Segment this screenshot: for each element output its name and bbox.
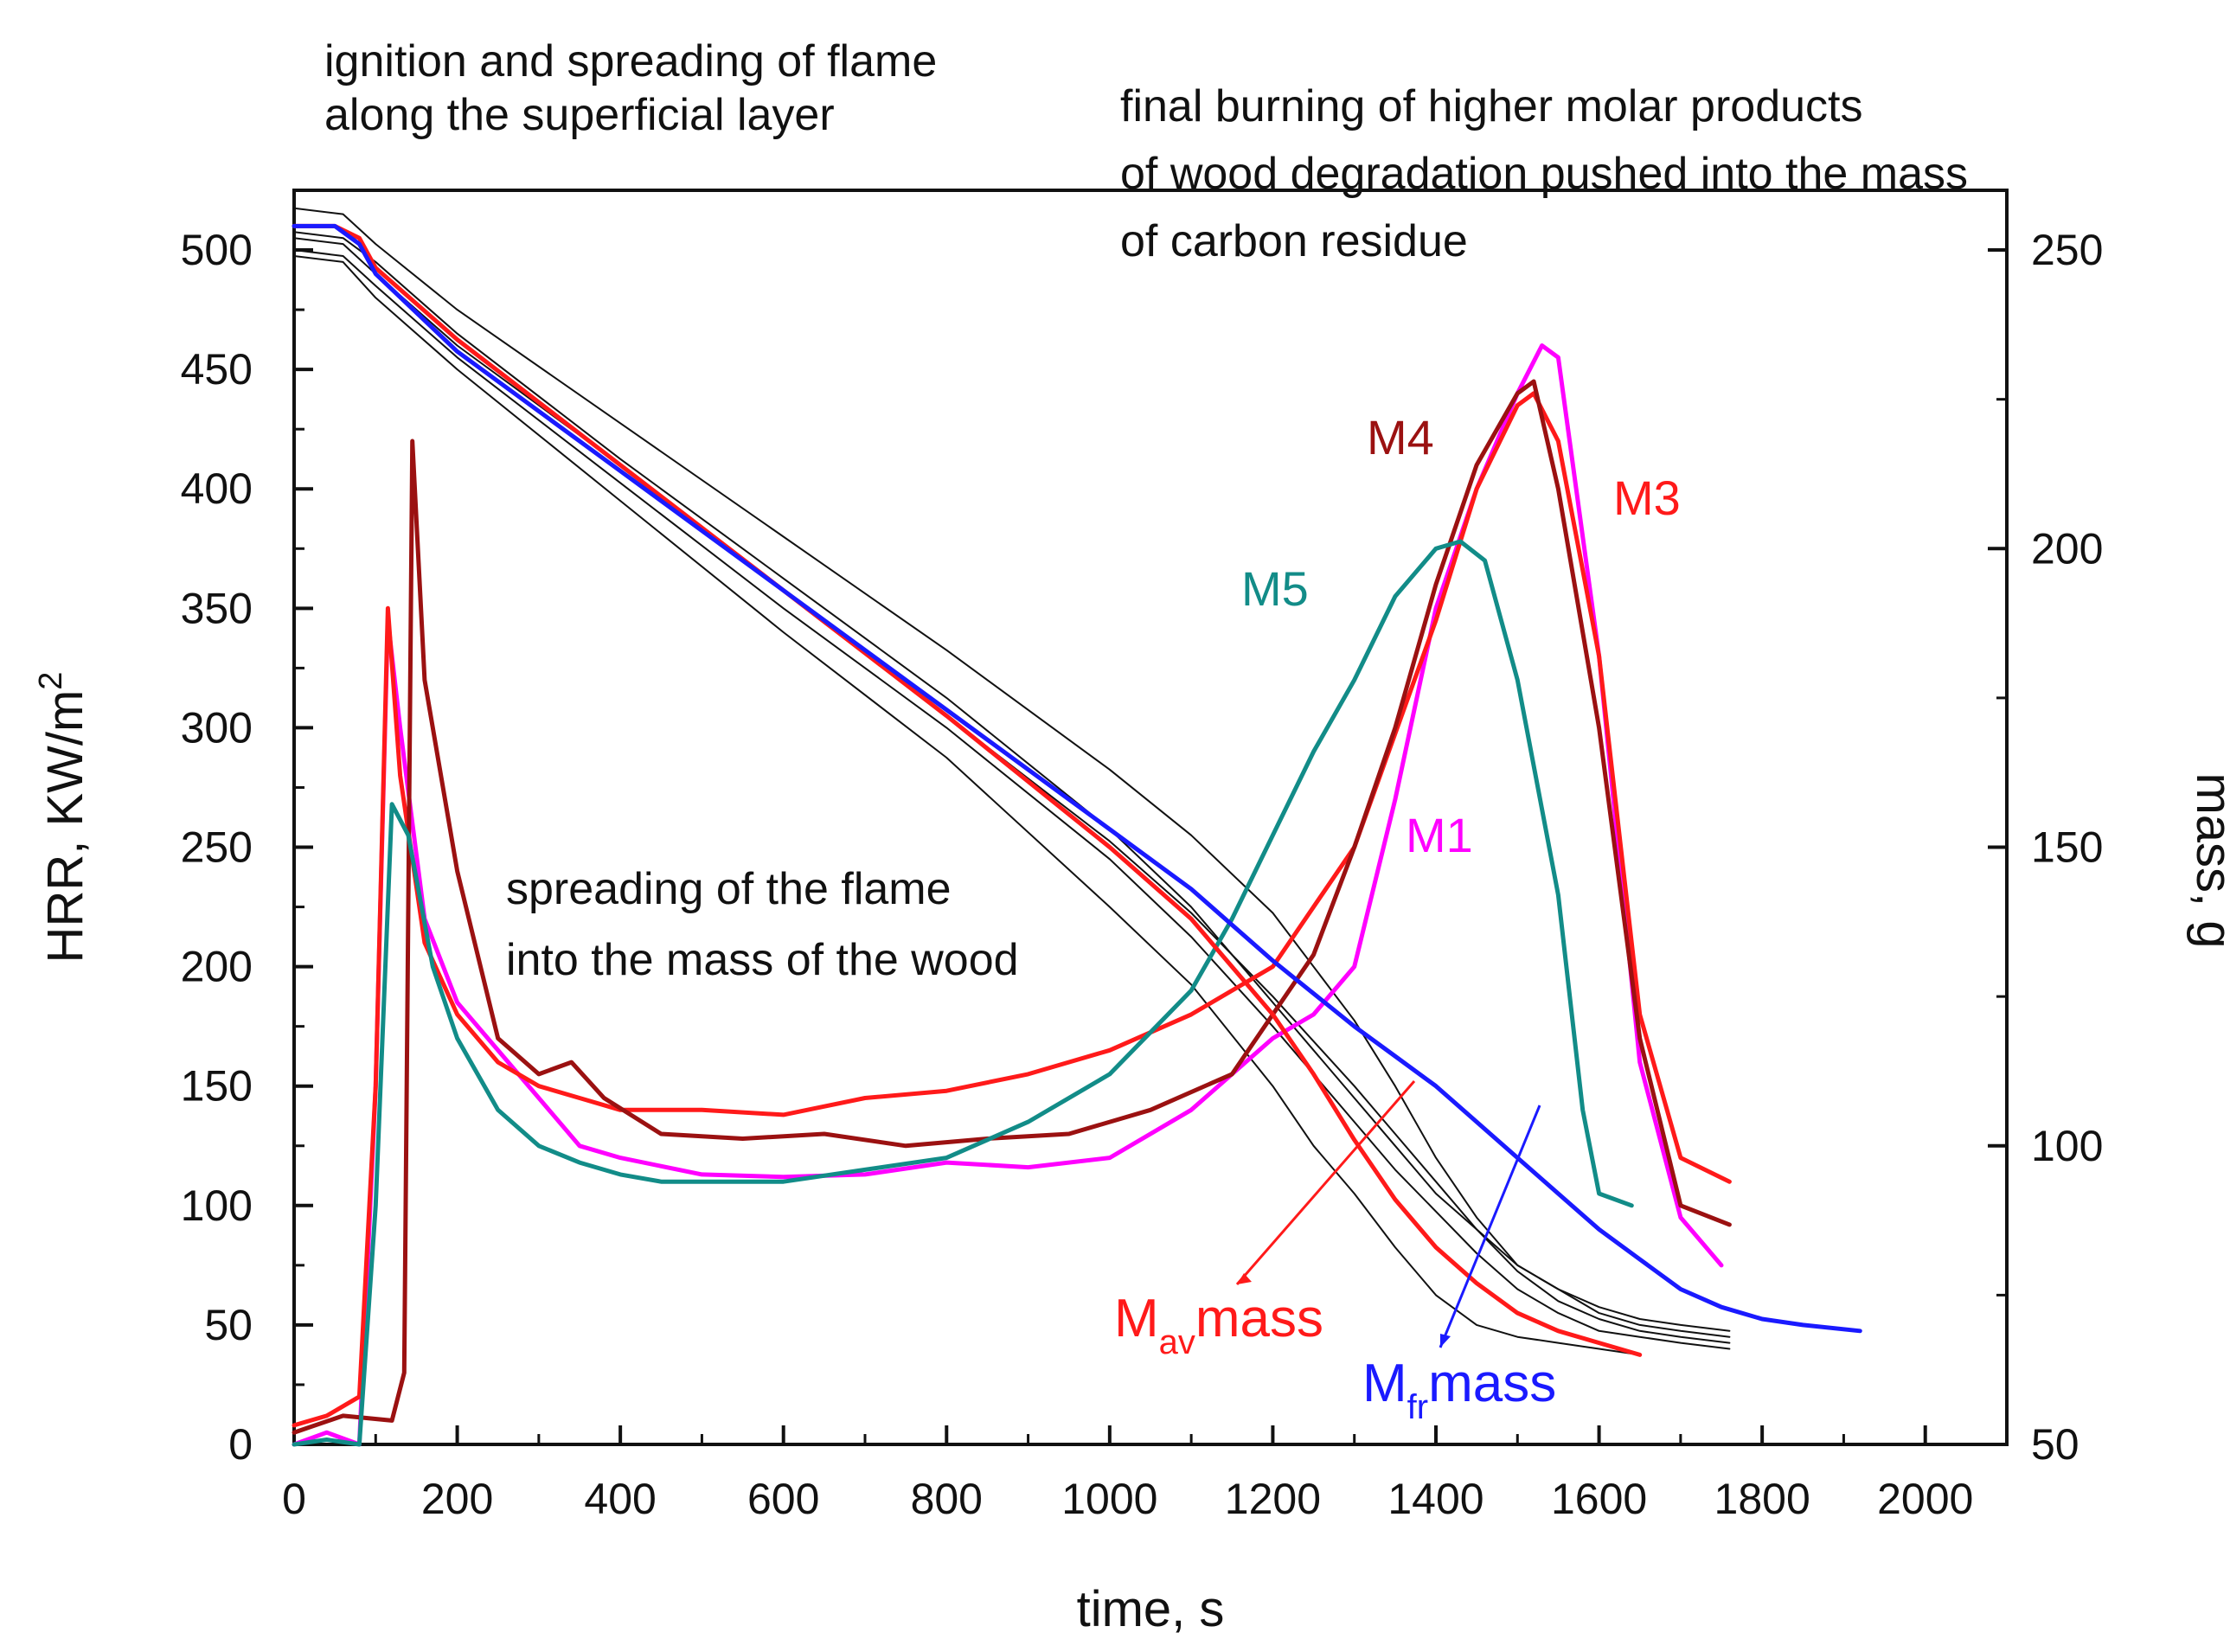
y-tick-label: 450 [181,345,253,394]
series-line-specimen-mass-b [293,231,1731,1338]
series-lines [292,207,1862,1447]
y2-tick-label: 200 [2031,524,2103,573]
series-line-specimen-mass-e [293,255,1641,1356]
label-mav-mass: Mavmass [1114,1289,1323,1361]
y-tick-label: 500 [181,226,253,274]
mfr-arrowhead [1440,1334,1451,1348]
y2-axis-title: mass, g [2186,772,2230,948]
y-tick-label: 100 [181,1181,253,1230]
label-m3: M3 [1613,471,1681,525]
series-line-mfr-mass [292,223,1862,1334]
y-tick-label: 0 [228,1420,253,1469]
series-line-specimen-mass-c [293,237,1731,1344]
mav-arrowhead [1237,1273,1252,1284]
series-line-m5 [292,539,1634,1447]
y2-tick-label: 150 [2031,823,2103,872]
x-tick-label: 1800 [1714,1475,1810,1523]
y-tick-label: 350 [181,584,253,632]
y2-tick-label: 50 [2031,1420,2079,1469]
label-m5: M5 [1241,561,1309,616]
x-axis-title: time, s [1077,1581,1225,1637]
x-tick-label: 1400 [1387,1475,1483,1523]
x-tick-label: 200 [421,1475,493,1523]
x-tick-label: 1200 [1225,1475,1321,1523]
plot-area-frame [292,189,2009,1446]
x-tick-label: 800 [911,1475,983,1523]
y-tick-label: 150 [181,1062,253,1111]
series-line-mav-mass [292,223,1643,1357]
x-tick-label: 2000 [1877,1475,1973,1523]
y-tick-label: 300 [181,703,253,752]
y-tick-label: 250 [181,823,253,872]
x-axis-ticks: 0 200 400 600 800 1000 1200 1400 1600 1800 2000 [282,1425,1973,1523]
x-tick-label: 600 [747,1475,819,1523]
label-mfr-mass: Mfrmass [1362,1354,1556,1426]
annotation-ignition: ignition and spreading of flame along th… [324,36,950,140]
annotation-final-burning: final burning of higher molar products o… [1120,81,1980,266]
y2-tick-label: 100 [2031,1122,2103,1170]
y2-axis-ticks: 50 100 150 200 250 [1988,226,2103,1469]
x-tick-label: 1000 [1061,1475,1157,1523]
label-m1: M1 [1406,808,1473,862]
x-tick-label: 0 [282,1475,306,1523]
x-tick-label: 400 [584,1475,656,1523]
label-m4: M4 [1367,410,1434,464]
y2-tick-label: 250 [2031,226,2103,274]
y-tick-label: 400 [181,464,253,513]
mfr-pointer-arrow [1439,1105,1541,1348]
y-tick-label: 50 [204,1301,253,1349]
series-line-specimen-mass-a [293,207,1731,1332]
mav-pointer-arrow [1235,1080,1416,1285]
y-axis-title: HRR, KW/m2 [33,672,93,964]
y-axis-ticks: 0 50 100 150 200 250 300 350 400 450 500 [181,226,313,1469]
series-line-m1 [292,343,1724,1447]
annotation-spreading: spreading of the flame into the mass of … [506,864,1019,985]
x-tick-label: 1600 [1551,1475,1647,1523]
y-tick-label: 200 [181,943,253,991]
